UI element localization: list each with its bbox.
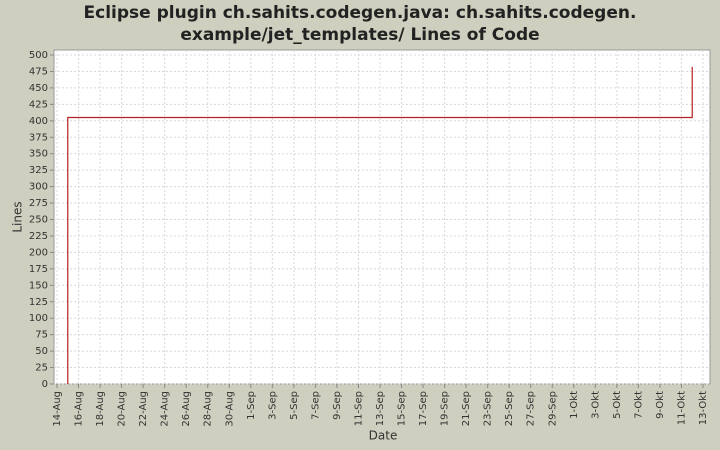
y-tick-label: 350	[29, 149, 48, 160]
x-tick-label: 20-Aug	[117, 391, 128, 427]
x-tick-label: 29-Sep	[547, 391, 558, 426]
y-tick-label: 400	[29, 116, 48, 127]
x-tick-label: 3-Okt	[590, 391, 601, 419]
y-tick-label: 0	[42, 379, 48, 390]
y-tick-label: 200	[29, 247, 48, 258]
data-line	[67, 66, 693, 384]
x-tick-label: 27-Sep	[526, 391, 537, 426]
y-tick-label: 300	[29, 182, 48, 193]
x-tick-label: 25-Sep	[504, 391, 515, 426]
x-tick-label: 3-Sep	[267, 391, 278, 420]
y-tick-label: 450	[29, 83, 48, 94]
x-tick-label: 11-Okt	[676, 391, 687, 425]
y-tick-label: 375	[29, 132, 48, 143]
y-axis-label: Lines	[11, 201, 25, 232]
x-tick-label: 13-Okt	[698, 391, 709, 425]
y-tick-label: 150	[29, 280, 48, 291]
y-tick-label: 275	[29, 198, 48, 209]
x-tick-label: 7-Sep	[310, 391, 321, 420]
chart-title: example/jet_templates/ Lines of Code	[180, 25, 539, 45]
x-tick-label: 24-Aug	[160, 391, 171, 427]
x-tick-label: 5-Okt	[612, 391, 623, 419]
x-tick-label: 28-Aug	[203, 391, 214, 427]
x-tick-label: 15-Sep	[397, 391, 408, 426]
plot-area	[53, 49, 711, 385]
y-tick-label: 500	[29, 50, 48, 61]
x-tick-label: 30-Aug	[224, 391, 235, 427]
x-tick-label: 14-Aug	[52, 391, 63, 427]
x-tick-label: 17-Sep	[418, 391, 429, 426]
x-tick-label: 5-Sep	[289, 391, 300, 420]
y-tick-label: 250	[29, 215, 48, 226]
x-tick-label: 22-Aug	[138, 391, 149, 427]
y-tick-label: 175	[29, 264, 48, 275]
y-tick-label: 25	[35, 363, 48, 374]
x-tick-label: 18-Aug	[95, 391, 106, 427]
y-tick-label: 325	[29, 165, 48, 176]
x-tick-label: 11-Sep	[353, 391, 364, 426]
x-tick-label: 19-Sep	[440, 391, 451, 426]
x-tick-label: 1-Sep	[246, 391, 257, 420]
x-tick-label: 13-Sep	[375, 391, 386, 426]
chart-title: Eclipse plugin ch.sahits.codegen.java: c…	[84, 3, 637, 23]
x-tick-label: 26-Aug	[181, 391, 192, 427]
x-tick-label: 9-Sep	[332, 391, 343, 420]
x-tick-label: 23-Sep	[483, 391, 494, 426]
y-tick-label: 225	[29, 231, 48, 242]
y-tick-label: 125	[29, 297, 48, 308]
x-tick-label: 16-Aug	[74, 391, 85, 427]
x-axis-label: Date	[369, 429, 398, 443]
y-tick-label: 475	[29, 66, 48, 77]
y-tick-label: 75	[35, 330, 48, 341]
y-tick-label: 425	[29, 99, 48, 110]
y-tick-label: 100	[29, 313, 48, 324]
y-tick-label: 50	[35, 346, 48, 357]
x-tick-label: 9-Okt	[655, 391, 666, 419]
x-tick-label: 1-Okt	[569, 391, 580, 419]
x-tick-label: 21-Sep	[461, 391, 472, 426]
x-tick-label: 7-Okt	[633, 391, 644, 419]
